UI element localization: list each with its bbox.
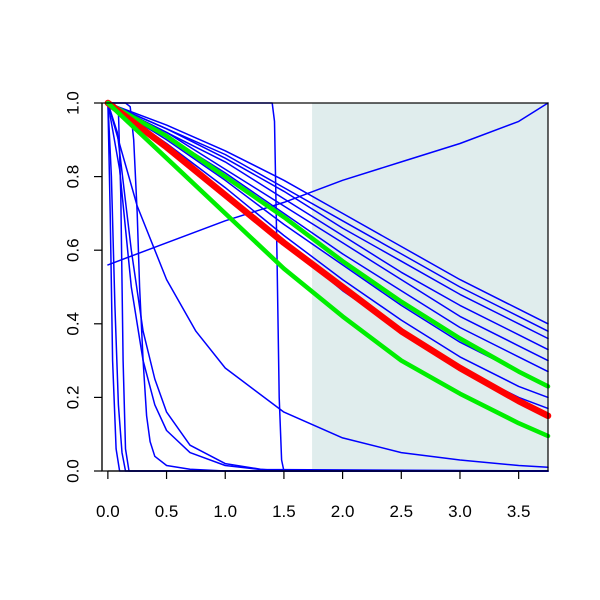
x-tick-label: 0.5	[155, 502, 179, 521]
series-line-4-blue	[107, 102, 549, 351]
series-line-14-blue	[107, 102, 549, 472]
series-line-1-blue	[107, 102, 549, 325]
y-tick-label: 0.8	[63, 165, 82, 189]
series-line-2-blue	[107, 102, 549, 332]
series-layer	[104, 99, 552, 472]
series-line-11-blue	[107, 102, 549, 266]
y-tick-label: 0.2	[63, 386, 82, 410]
x-axis: 0.0 0.5 1.0 1.5 2.0 2.5 3.0 3.5	[96, 470, 531, 521]
x-tick-label: 3.0	[448, 502, 472, 521]
series-line-8-blue	[107, 102, 549, 399]
y-tick-label: 0.0	[63, 459, 82, 483]
series-line-3-blue	[107, 102, 549, 340]
y-tick-label: 1.0	[63, 91, 82, 115]
x-tick-label: 2.5	[389, 502, 413, 521]
x-tick-label: 2.0	[331, 502, 355, 521]
series-line-19-green	[105, 100, 551, 389]
y-tick-label: 0.4	[63, 312, 82, 336]
series-line-10-blue	[107, 102, 549, 469]
x-tick-label: 3.5	[507, 502, 531, 521]
series-line-17-blue	[107, 102, 549, 472]
series-line-21-green	[105, 100, 551, 439]
x-tick-label: 0.0	[96, 502, 120, 521]
y-axis: 0.0 0.2 0.4 0.6 0.8 1.0	[63, 91, 103, 483]
series-line-20-red	[104, 99, 552, 420]
x-tick-label: 1.0	[213, 502, 237, 521]
shaded-region	[312, 103, 548, 471]
x-tick-label: 1.5	[272, 502, 296, 521]
series-line-5-blue	[107, 102, 549, 362]
y-tick-label: 0.6	[63, 238, 82, 262]
shaded-region-layer	[312, 103, 548, 471]
